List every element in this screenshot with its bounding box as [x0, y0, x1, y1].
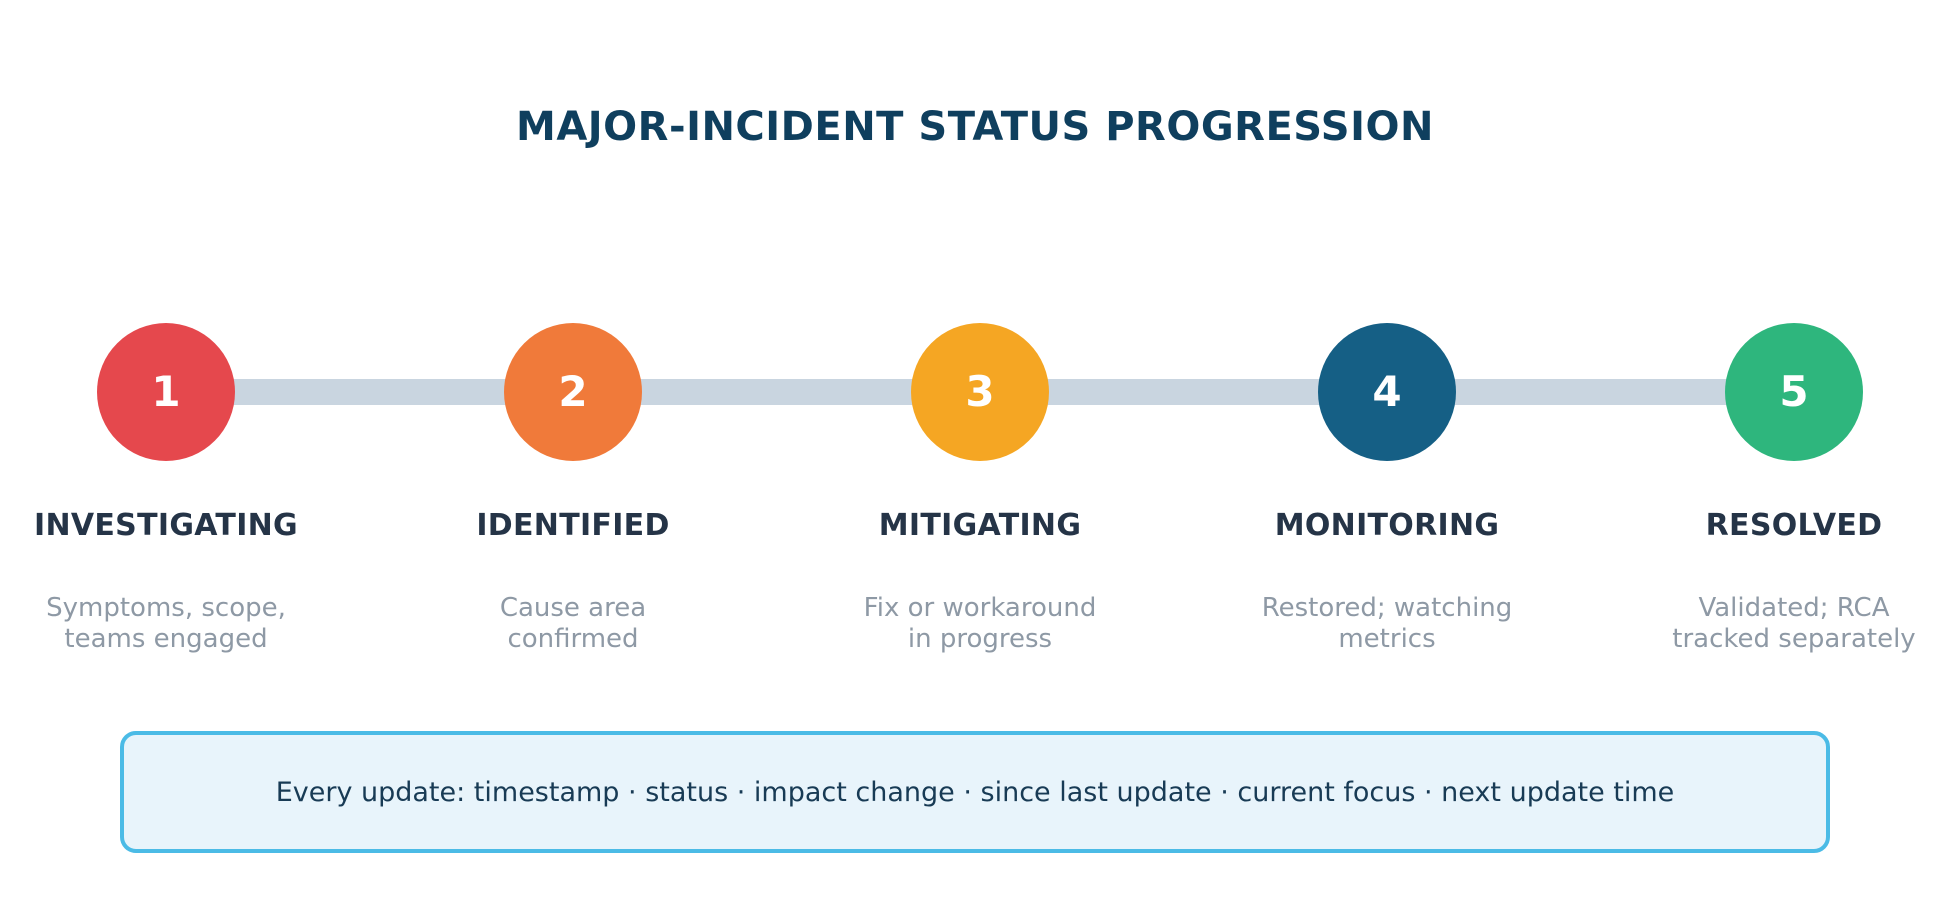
step-description-line: Fix or workaround	[863, 593, 1097, 623]
step-circle: 2	[504, 323, 642, 461]
step-investigating: 1 INVESTIGATING Symptoms, scope, teams e…	[16, 0, 316, 900]
step-circle: 3	[911, 323, 1049, 461]
step-description-line: Validated; RCA	[1698, 593, 1890, 623]
step-description-line: Restored; watching	[1261, 593, 1513, 623]
step-description-line: confirmed	[507, 624, 639, 654]
step-number: 3	[965, 367, 995, 416]
update-guidance-box: Every update: timestamp · status · impac…	[120, 731, 1830, 853]
step-description-line: Cause area	[499, 593, 647, 623]
step-label: MONITORING	[1274, 508, 1500, 543]
step-label: MITIGATING	[878, 508, 1082, 543]
diagram-title: MAJOR-INCIDENT STATUS PROGRESSION	[516, 104, 1434, 150]
step-description-line: in progress	[907, 624, 1053, 654]
step-number: 1	[151, 367, 181, 416]
step-number: 5	[1779, 367, 1809, 416]
step-description: Fix or workaround in progress	[830, 593, 1130, 655]
step-mitigating: 3 MITIGATING Fix or workaround in progre…	[830, 0, 1130, 900]
step-circle: 1	[97, 323, 235, 461]
step-description-line: Symptoms, scope,	[46, 593, 286, 623]
step-number: 4	[1372, 367, 1402, 416]
step-monitoring: 4 MONITORING Restored; watching metrics	[1237, 0, 1537, 900]
step-description-line: tracked separately	[1672, 624, 1916, 654]
update-guidance-text: Every update: timestamp · status · impac…	[275, 776, 1675, 808]
step-description-line: teams engaged	[64, 624, 268, 654]
step-description: Symptoms, scope, teams engaged	[16, 593, 316, 655]
step-circle: 4	[1318, 323, 1456, 461]
step-label: RESOLVED	[1705, 508, 1883, 543]
step-label: IDENTIFIED	[476, 508, 670, 543]
step-number: 2	[558, 367, 588, 416]
step-resolved: 5 RESOLVED Validated; RCA tracked separa…	[1644, 0, 1944, 900]
step-description: Validated; RCA tracked separately	[1644, 593, 1944, 655]
step-description: Cause area confirmed	[423, 593, 723, 655]
step-label: INVESTIGATING	[34, 508, 298, 543]
step-description-line: metrics	[1338, 624, 1436, 654]
step-description: Restored; watching metrics	[1237, 593, 1537, 655]
step-circle: 5	[1725, 323, 1863, 461]
step-identified: 2 IDENTIFIED Cause area confirmed	[423, 0, 723, 900]
